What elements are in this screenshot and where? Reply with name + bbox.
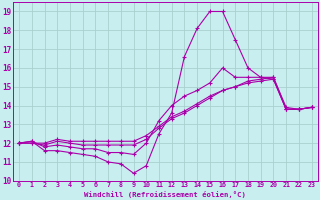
X-axis label: Windchill (Refroidissement éolien,°C): Windchill (Refroidissement éolien,°C) <box>84 191 246 198</box>
